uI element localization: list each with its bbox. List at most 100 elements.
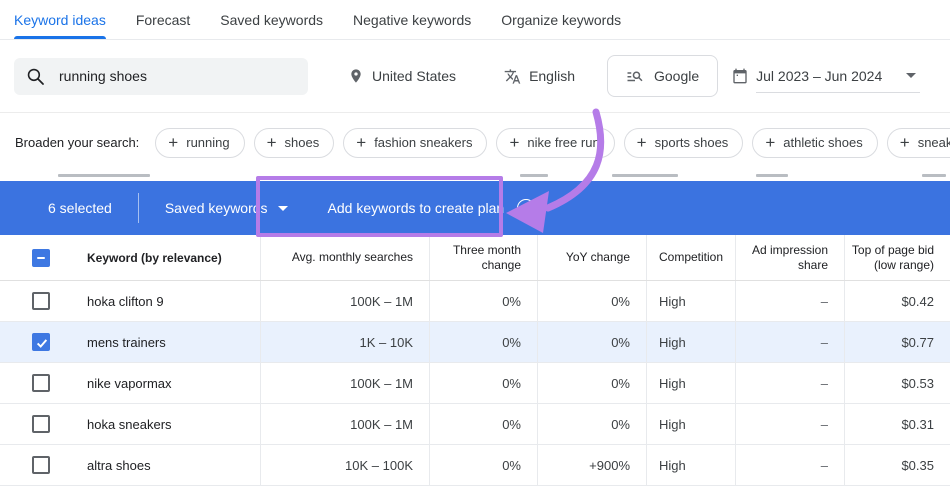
chip-label: sports shoes [654, 135, 729, 150]
manage-search-icon [627, 71, 643, 82]
ad-impression-share-cell: – [735, 445, 844, 485]
tab-bar: Keyword ideas Forecast Saved keywords Ne… [0, 0, 950, 40]
date-range-value: Jul 2023 – Jun 2024 [756, 67, 883, 84]
table-header-row: Keyword (by relevance) Avg. monthly sear… [0, 235, 950, 281]
search-query: running shoes [59, 68, 147, 84]
column-header-ad-impression-share: Ad impression share [735, 235, 844, 280]
ad-impression-share-cell: – [735, 281, 844, 321]
tab-label: Saved keywords [220, 11, 324, 28]
top-of-page-bid-cell: $0.31 [844, 404, 950, 444]
broaden-search-row: Broaden your search: + running + shoes + fa… [0, 113, 950, 172]
select-all-checkbox[interactable] [32, 248, 50, 267]
yoy-change-cell: 0% [537, 363, 646, 403]
row-checkbox[interactable] [32, 333, 50, 351]
three-month-change-cell: 0% [429, 404, 537, 444]
help-icon[interactable]: ? [517, 199, 536, 217]
chip-label: shoes [284, 135, 320, 150]
chip-label: fashion sneakers [374, 135, 473, 150]
chip-nike-free-run[interactable]: + nike free run [496, 127, 615, 158]
search-icon [27, 68, 44, 85]
competition-cell: High [646, 404, 735, 444]
keyword-cell: nike vapormax [87, 375, 172, 391]
search-input[interactable]: running shoes [14, 57, 308, 95]
keyword-cell: altra shoes [87, 457, 151, 473]
top-of-page-bid-cell: $0.53 [844, 363, 950, 403]
saved-keywords-dropdown-button[interactable]: Saved keywords [165, 200, 288, 216]
location-value: United States [372, 68, 457, 84]
keyword-cell: mens trainers [87, 334, 166, 350]
translate-icon [504, 68, 521, 84]
yoy-change-cell: +900% [537, 445, 646, 485]
table-row: hoka sneakers 100K – 1M 0% 0% High – $0.… [0, 404, 950, 445]
tab-label: Forecast [135, 11, 191, 28]
plus-icon: + [899, 133, 910, 152]
chip-athletic-shoes[interactable]: + athletic shoes [752, 127, 878, 158]
selection-toolbar: 6 selected Saved keywords Add keywords t… [0, 181, 950, 235]
ad-impression-share-cell: – [735, 404, 844, 444]
table-row: mens trainers 1K – 10K 0% 0% High – $0.7… [0, 322, 950, 363]
column-header-keyword: Keyword (by relevance) [87, 250, 222, 265]
language-filter[interactable]: English [504, 68, 575, 85]
competition-cell: High [646, 445, 735, 485]
ad-impression-share-cell: – [735, 363, 844, 403]
row-checkbox[interactable] [32, 292, 50, 310]
tab-forecast[interactable]: Forecast [136, 0, 190, 39]
location-pin-icon [351, 69, 361, 83]
filter-bar: running shoes United States English Goog… [0, 40, 950, 113]
saved-keywords-label: Saved keywords [164, 200, 268, 216]
tab-label: Organize keywords [501, 11, 622, 28]
row-checkbox[interactable] [32, 374, 50, 392]
active-tab-indicator [14, 36, 106, 39]
top-of-page-bid-cell: $0.35 [844, 445, 950, 485]
chip-shoes[interactable]: + shoes [253, 127, 335, 158]
calendar-icon [733, 68, 747, 84]
plus-icon: + [636, 133, 647, 152]
top-of-page-bid-cell: $0.77 [844, 322, 950, 362]
chevron-down-icon [906, 73, 917, 78]
table-row: nike vapormax 100K – 1M 0% 0% High – $0.… [0, 363, 950, 404]
keyword-cell: hoka sneakers [87, 416, 172, 432]
column-header-yoy-change: YoY change [537, 235, 646, 280]
row-checkbox[interactable] [32, 456, 50, 474]
chip-label: sneakers [917, 135, 950, 150]
competition-cell: High [646, 363, 735, 403]
tab-keyword-ideas[interactable]: Keyword ideas [14, 0, 106, 39]
tab-organize-keywords[interactable]: Organize keywords [501, 0, 621, 39]
add-keywords-to-plan-button[interactable]: Add keywords to create plan ? [328, 199, 536, 217]
chip-running[interactable]: + running [155, 127, 245, 158]
yoy-change-cell: 0% [537, 404, 646, 444]
network-value: Google [653, 68, 700, 84]
tab-negative-keywords[interactable]: Negative keywords [353, 0, 471, 39]
chevron-down-icon [277, 205, 288, 211]
location-filter[interactable]: United States [348, 68, 456, 84]
avg-monthly-searches-cell: 1K – 10K [260, 322, 429, 362]
plus-icon: + [168, 133, 179, 152]
tab-label: Keyword ideas [14, 11, 106, 28]
chip-sneakers[interactable]: + sneakers [886, 127, 950, 158]
column-header-competition: Competition [646, 235, 735, 280]
table-row: altra shoes 10K – 100K 0% +900% High – $… [0, 445, 950, 486]
chip-fashion-sneakers[interactable]: + fashion sneakers [343, 127, 488, 158]
avg-monthly-searches-cell: 10K – 100K [260, 445, 429, 485]
selected-count: 6 selected [48, 200, 112, 216]
network-selector-button[interactable]: Google [606, 55, 719, 97]
column-header-three-month-change: Three month change [429, 235, 537, 280]
tab-label: Negative keywords [353, 11, 472, 28]
toolbar-divider [137, 193, 139, 223]
keyword-cell: hoka clifton 9 [87, 293, 164, 309]
avg-monthly-searches-cell: 100K – 1M [260, 404, 429, 444]
plus-icon: + [509, 133, 520, 152]
chip-sports-shoes[interactable]: + sports shoes [623, 127, 744, 158]
ad-impression-share-cell: – [735, 322, 844, 362]
tab-saved-keywords[interactable]: Saved keywords [220, 0, 323, 39]
three-month-change-cell: 0% [429, 322, 537, 362]
column-header-avg-monthly-searches: Avg. monthly searches [260, 235, 429, 280]
row-checkbox[interactable] [32, 415, 50, 433]
add-plan-label: Add keywords to create plan [327, 200, 505, 216]
date-range-selector[interactable]: Jul 2023 – Jun 2024 [732, 60, 921, 93]
avg-monthly-searches-cell: 100K – 1M [260, 281, 429, 321]
plus-icon: + [266, 133, 277, 152]
broaden-label: Broaden your search: [15, 135, 140, 150]
avg-monthly-searches-cell: 100K – 1M [260, 363, 429, 403]
